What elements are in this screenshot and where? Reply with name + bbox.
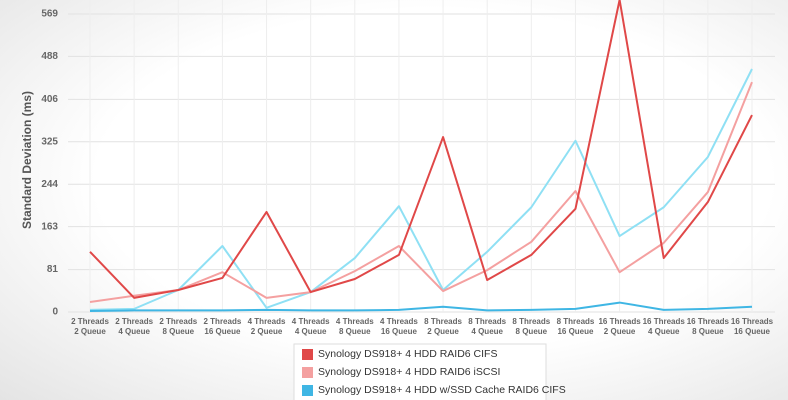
y-tick-label: 488 bbox=[41, 51, 58, 62]
x-tick-label: 2 Threads bbox=[71, 317, 109, 326]
legend-label: Synology DS918+ 4 HDD RAID6 iSCSI bbox=[318, 366, 500, 378]
x-tick-label: 16 Threads bbox=[687, 317, 730, 326]
x-tick-label: 16 Queue bbox=[557, 327, 594, 336]
y-tick-label: 325 bbox=[41, 136, 58, 147]
series-line bbox=[89, 0, 753, 299]
x-tick-label: 8 Threads bbox=[512, 317, 550, 326]
y-tick-label: 163 bbox=[41, 221, 58, 232]
x-tick-label: 8 Queue bbox=[516, 327, 548, 336]
x-tick-label: 16 Queue bbox=[381, 327, 418, 336]
x-tick-label: 2 Threads bbox=[204, 317, 242, 326]
y-tick-label: 569 bbox=[41, 9, 58, 20]
x-tick-label: 4 Queue bbox=[471, 327, 503, 336]
x-tick-label: 8 Queue bbox=[162, 327, 194, 336]
x-tick-label: 16 Threads bbox=[643, 317, 686, 326]
legend-swatch bbox=[302, 349, 313, 360]
series-line bbox=[89, 81, 753, 304]
x-tick-label: 8 Threads bbox=[468, 317, 506, 326]
x-tick-label: 2 Queue bbox=[251, 327, 283, 336]
x-tick-label: 4 Threads bbox=[336, 317, 374, 326]
x-tick-label: 4 Queue bbox=[648, 327, 680, 336]
x-tick-label: 4 Threads bbox=[292, 317, 330, 326]
x-tick-label: 2 Threads bbox=[115, 317, 153, 326]
x-tick-label: 2 Queue bbox=[604, 327, 636, 336]
legend-label: Synology DS918+ 4 HDD RAID6 CIFS bbox=[318, 348, 497, 360]
y-tick-label: 244 bbox=[41, 179, 58, 190]
x-tick-label: 8 Queue bbox=[692, 327, 724, 336]
x-tick-label: 2 Queue bbox=[427, 327, 459, 336]
y-tick-label: 0 bbox=[52, 307, 58, 318]
x-tick-label: 4 Queue bbox=[118, 327, 150, 336]
x-tick-label: 8 Threads bbox=[557, 317, 595, 326]
x-tick-label: 16 Queue bbox=[734, 327, 771, 336]
series-line bbox=[89, 301, 753, 312]
x-tick-label: 4 Threads bbox=[248, 317, 286, 326]
legend-label: Synology DS918+ 4 HDD w/SSD Cache RAID6 … bbox=[318, 384, 566, 396]
x-tick-label: 8 Queue bbox=[339, 327, 371, 336]
x-tick-label: 4 Queue bbox=[295, 327, 327, 336]
x-tick-label: 2 Queue bbox=[74, 327, 106, 336]
x-tick-label: 16 Threads bbox=[598, 317, 641, 326]
y-tick-label: 81 bbox=[47, 264, 59, 275]
x-tick-label: 2 Threads bbox=[159, 317, 197, 326]
y-axis-title: Standard Deviation (ms) bbox=[20, 91, 34, 229]
y-tick-label: 406 bbox=[41, 94, 58, 105]
x-tick-label: 16 Queue bbox=[204, 327, 241, 336]
x-tick-label: 8 Threads bbox=[424, 317, 462, 326]
x-tick-label: 16 Threads bbox=[731, 317, 774, 326]
legend-box bbox=[293, 343, 547, 400]
legend-swatch bbox=[302, 385, 313, 396]
legend-swatch bbox=[302, 367, 313, 378]
series-line bbox=[89, 68, 753, 311]
x-tick-label: 4 Threads bbox=[380, 317, 418, 326]
